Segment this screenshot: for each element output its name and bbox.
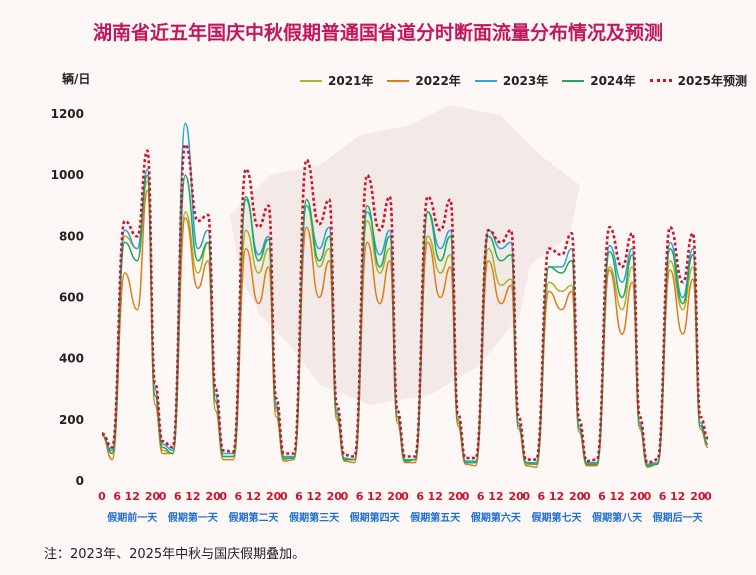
x-day-label: 假期第七天 (532, 511, 583, 524)
y-tick-label: 800 (59, 229, 84, 243)
legend-swatch-2023 (474, 79, 497, 82)
x-hour-tick-label: 20 (266, 490, 282, 503)
x-hour-tick-label: 12 (125, 490, 140, 503)
x-hour-tick-label: 0 (462, 490, 470, 503)
x-hour-tick-label: 12 (488, 490, 503, 503)
x-hour-tick-label: 0 (159, 490, 167, 503)
x-hour-tick-label: 0 (280, 490, 288, 503)
x-day-label: 假期第二天 (229, 511, 280, 524)
x-hour-tick-label: 20 (327, 490, 343, 503)
x-day-label: 假期后一天 (653, 511, 704, 524)
x-hour-tick-label: 0 (401, 490, 409, 503)
legend-label-2025: 2025年预测 (677, 74, 748, 88)
legend-swatch-2022 (387, 79, 410, 82)
x-hour-tick-label: 12 (609, 490, 624, 503)
x-hour-tick-label: 20 (569, 490, 585, 503)
x-hour-tick-label: 0 (219, 490, 227, 503)
x-day-label: 假期前一天 (107, 511, 158, 524)
x-hour-tick-label: 12 (428, 490, 443, 503)
series-line-2021年 (101, 180, 709, 467)
series-line-2025年预测 (101, 143, 709, 464)
x-day-label: 假期第六天 (471, 511, 522, 524)
x-hour-tick-label: 6 (477, 490, 485, 503)
x-hour-tick-label: 12 (306, 490, 321, 503)
x-hour-tick-label: 0 (98, 490, 106, 503)
legend-swatch-2024 (562, 79, 585, 82)
x-hour-tick-label: 0 (644, 490, 652, 503)
x-hour-tick-label: 6 (174, 490, 182, 503)
x-hour-tick-label: 12 (185, 490, 200, 503)
legend-item-2024: 2024年 (562, 72, 636, 89)
legend-item-2025: 2025年预测 (649, 72, 748, 89)
x-hour-tick-label: 20 (448, 490, 464, 503)
x-hour-tick-label: 6 (113, 490, 121, 503)
x-hour-tick-label: 6 (356, 490, 364, 503)
y-tick-label: 0 (76, 474, 84, 488)
legend-label-2021: 2021年 (328, 74, 374, 88)
legend-label-2024: 2024年 (590, 74, 636, 88)
x-hour-tick-label: 6 (659, 490, 667, 503)
x-hour-tick-label: 12 (367, 490, 382, 503)
y-tick-label: 200 (59, 413, 84, 427)
x-hour-tick-label: 20 (690, 490, 706, 503)
x-hour-tick-label: 0 (704, 490, 712, 503)
x-hour-tick-label: 20 (205, 490, 221, 503)
x-hour-tick-label: 20 (145, 490, 161, 503)
x-hour-tick-label: 20 (508, 490, 524, 503)
chart-legend: 2021年 2022年 2023年 2024年 2025年预测 (300, 72, 747, 89)
x-hour-tick-label: 12 (549, 490, 564, 503)
x-day-label: 假期第四天 (350, 511, 401, 524)
x-hour-tick-label: 6 (295, 490, 303, 503)
legend-swatch-2025 (649, 79, 672, 82)
y-tick-label: 1000 (51, 168, 84, 182)
x-hour-tick-label: 6 (538, 490, 546, 503)
x-hour-tick-label: 0 (522, 490, 530, 503)
china-map-watermark (230, 105, 580, 405)
x-hour-tick-label: 12 (246, 490, 261, 503)
chart-title: 湖南省近五年国庆中秋假期普通国省道分时断面流量分布情况及预测 (92, 22, 663, 44)
y-tick-label: 400 (59, 352, 84, 366)
legend-item-2022: 2022年 (387, 72, 461, 89)
x-day-label: 假期第三天 (289, 511, 340, 524)
footnote: 注：2023年、2025年中秋与国庆假期叠加。 (44, 547, 306, 562)
legend-item-2021: 2021年 (300, 72, 373, 89)
x-hour-tick-label: 6 (416, 490, 424, 503)
x-hour-tick-label: 20 (387, 490, 403, 503)
x-day-label: 假期第一天 (168, 511, 219, 524)
y-axis-unit-label: 辆/日 (62, 72, 91, 86)
legend-label-2022: 2022年 (415, 74, 461, 88)
legend-item-2023: 2023年 (474, 72, 549, 89)
x-hour-tick-label: 0 (341, 490, 349, 503)
legend-swatch-2021 (300, 79, 322, 82)
x-hour-tick-label: 0 (583, 490, 591, 503)
y-tick-label: 1200 (51, 107, 84, 121)
x-hour-tick-label: 12 (670, 490, 685, 503)
y-tick-label: 600 (59, 291, 84, 305)
x-day-label: 假期第五天 (410, 511, 461, 524)
x-hour-tick-label: 6 (235, 490, 243, 503)
x-day-label: 假期第八天 (592, 511, 643, 524)
x-hour-tick-label: 6 (598, 490, 606, 503)
legend-label-2023: 2023年 (502, 74, 549, 88)
x-hour-tick-label: 20 (630, 490, 646, 503)
